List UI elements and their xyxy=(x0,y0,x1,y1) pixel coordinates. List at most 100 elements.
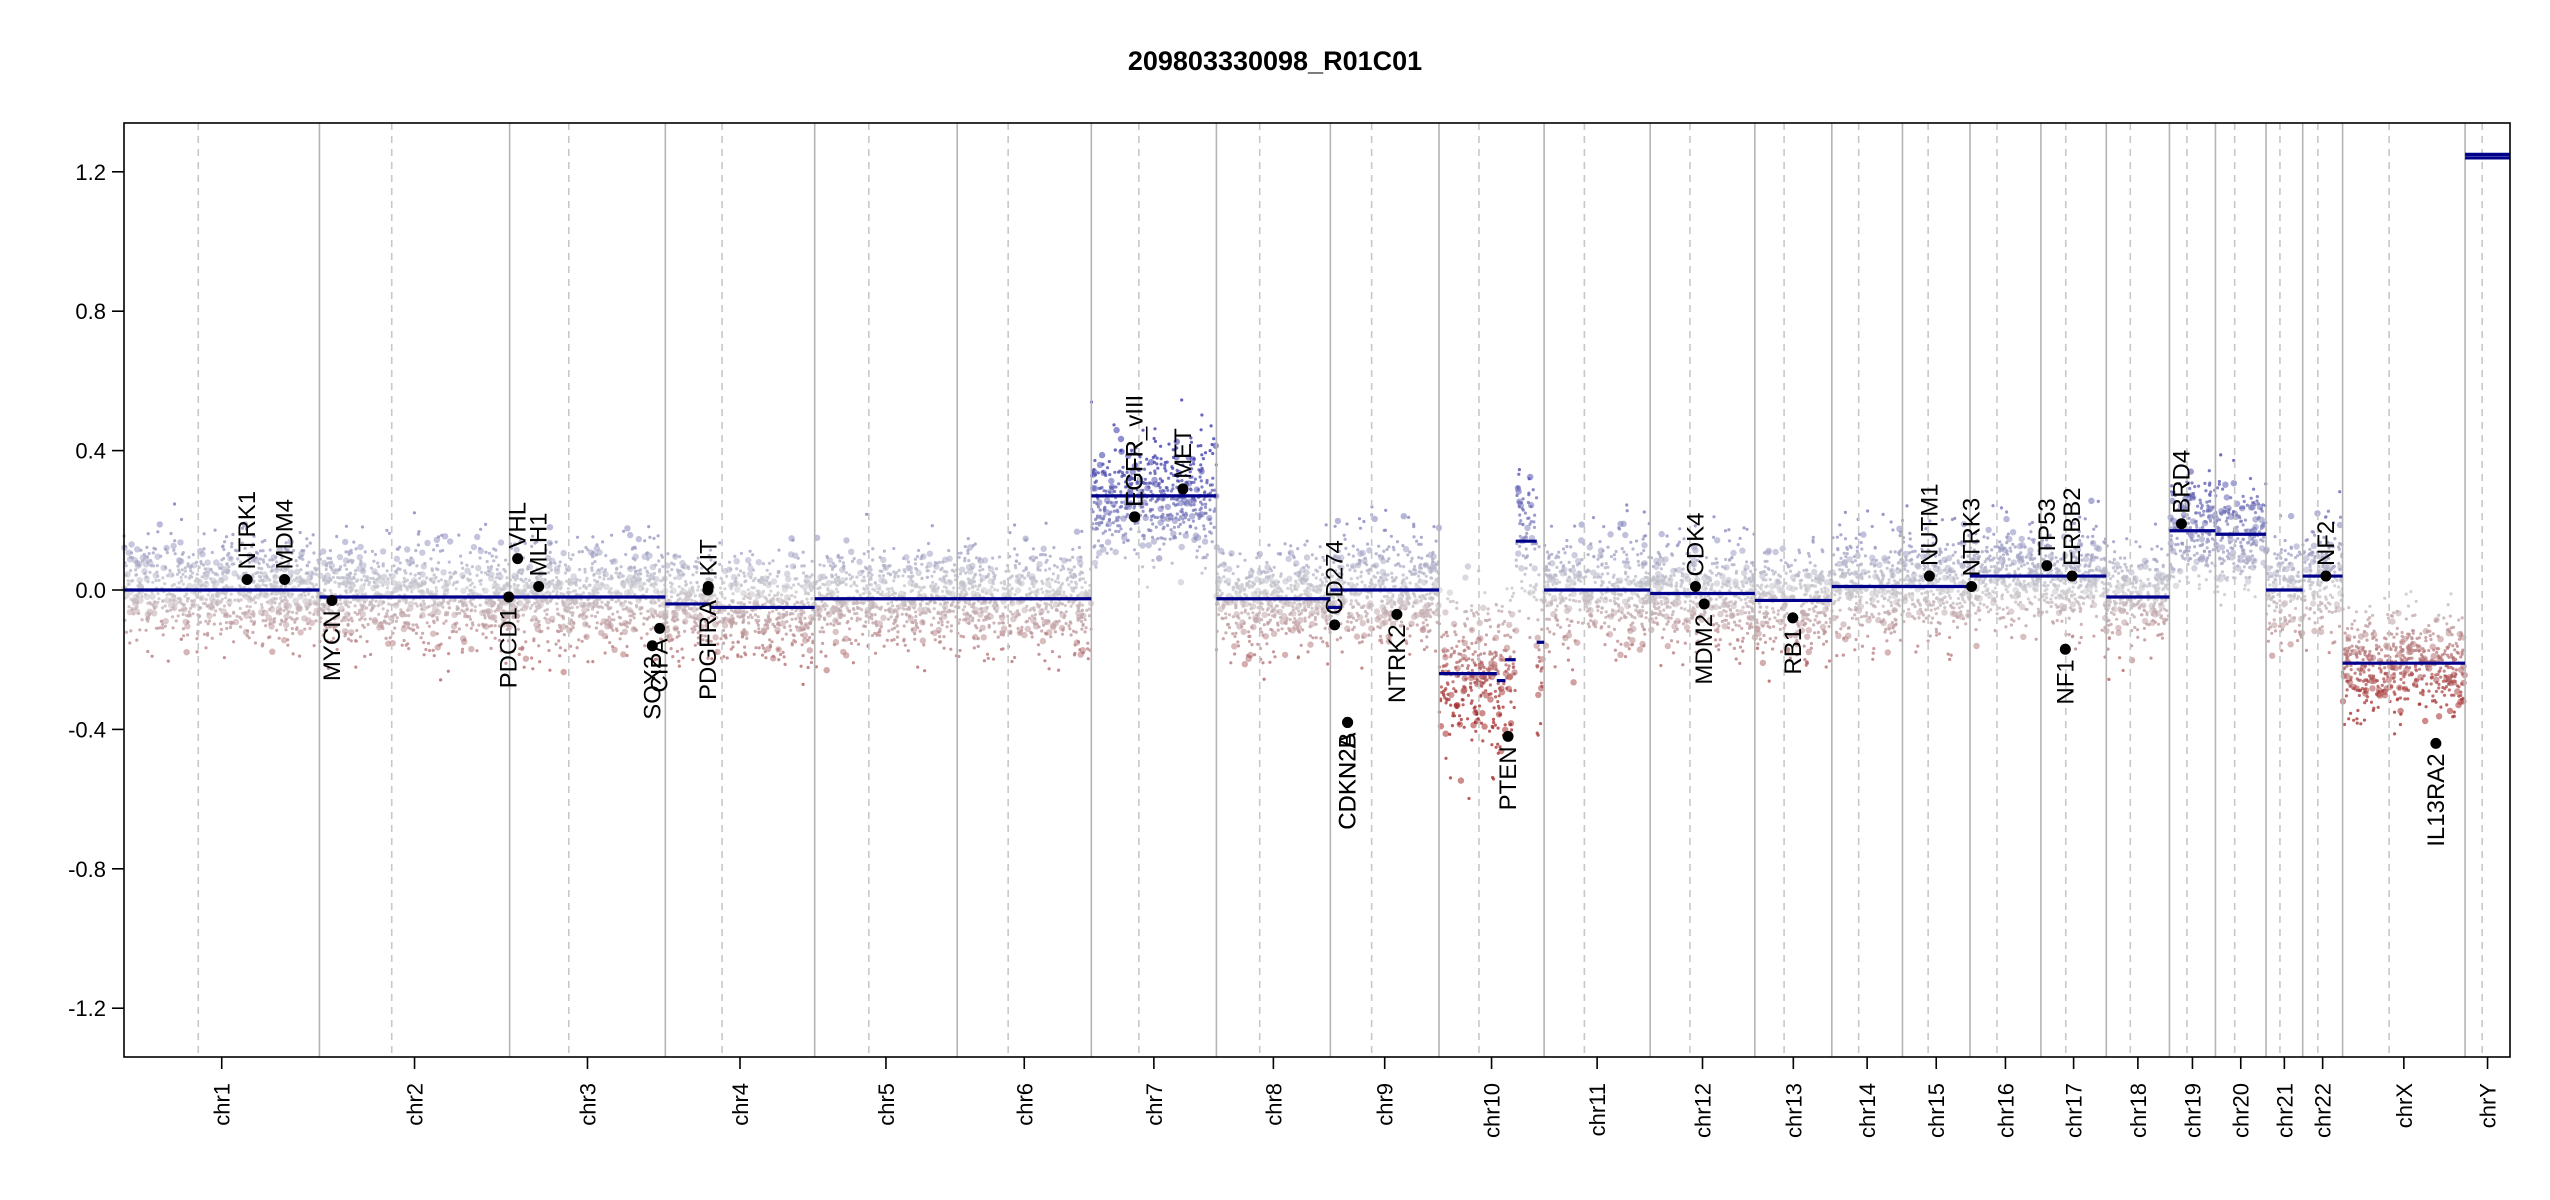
data-point xyxy=(479,527,483,531)
data-point xyxy=(1073,528,1081,535)
data-point xyxy=(348,600,352,604)
data-point xyxy=(1164,503,1172,511)
data-point xyxy=(625,653,629,658)
data-point xyxy=(308,626,312,631)
data-point xyxy=(124,573,128,577)
data-point xyxy=(625,625,629,629)
data-point xyxy=(966,551,970,556)
data-point xyxy=(631,556,635,561)
data-point xyxy=(1200,571,1204,575)
data-point xyxy=(687,566,691,571)
data-point xyxy=(1107,459,1111,464)
data-point xyxy=(794,590,798,594)
data-point xyxy=(617,575,621,579)
data-point xyxy=(401,610,405,614)
data-point xyxy=(1078,578,1082,582)
data-point xyxy=(170,542,177,550)
data-point xyxy=(648,535,652,539)
data-point xyxy=(397,599,401,603)
data-point xyxy=(177,557,184,565)
data-point xyxy=(898,602,905,610)
data-point xyxy=(523,541,527,546)
data-point xyxy=(789,628,793,632)
data-point xyxy=(156,600,160,605)
data-point xyxy=(516,583,520,588)
data-point xyxy=(206,631,210,636)
data-point xyxy=(1015,553,1019,557)
data-point xyxy=(1190,480,1194,485)
data-point xyxy=(145,545,149,550)
data-point xyxy=(610,533,614,537)
data-point xyxy=(561,600,565,604)
data-point xyxy=(1044,560,1048,565)
data-point xyxy=(1019,582,1023,586)
data-point xyxy=(1013,547,1017,551)
data-point xyxy=(212,622,216,626)
data-point xyxy=(710,657,714,661)
data-point xyxy=(240,541,244,545)
data-point xyxy=(327,609,335,616)
data-point xyxy=(268,558,272,562)
data-point xyxy=(163,544,170,552)
data-point xyxy=(1149,489,1153,494)
data-point xyxy=(484,550,488,554)
data-point xyxy=(1185,480,1189,484)
data-point xyxy=(1227,613,1232,617)
data-point xyxy=(946,590,950,595)
data-point xyxy=(1113,426,1120,434)
data-point xyxy=(520,647,524,652)
data-point xyxy=(258,557,262,561)
data-point xyxy=(640,606,644,610)
data-point xyxy=(878,569,882,573)
data-point xyxy=(383,615,387,619)
data-point xyxy=(224,596,228,600)
data-point xyxy=(528,586,533,590)
data-point xyxy=(838,581,843,585)
data-point xyxy=(745,610,749,614)
data-point xyxy=(232,610,236,614)
data-point xyxy=(493,601,497,606)
data-point xyxy=(830,574,835,579)
data-point xyxy=(1028,608,1032,612)
data-point xyxy=(439,578,443,582)
data-point xyxy=(423,561,427,566)
data-point xyxy=(1283,542,1287,546)
data-point xyxy=(893,575,897,579)
data-point xyxy=(1010,574,1014,578)
data-point xyxy=(156,521,163,528)
data-point xyxy=(132,600,139,607)
data-point xyxy=(403,569,407,573)
data-point xyxy=(1200,453,1204,457)
data-point xyxy=(770,640,774,644)
data-point xyxy=(533,609,537,613)
data-point xyxy=(796,612,804,619)
data-point xyxy=(1109,510,1113,514)
data-point xyxy=(921,585,925,590)
data-point xyxy=(490,554,494,558)
data-point xyxy=(598,575,602,579)
data-point xyxy=(1175,512,1179,516)
data-point xyxy=(806,601,810,605)
data-point xyxy=(847,573,852,577)
data-point xyxy=(202,573,210,581)
data-point xyxy=(1185,513,1189,517)
data-point xyxy=(252,622,256,626)
data-point xyxy=(715,616,719,620)
data-point xyxy=(222,656,226,660)
data-point xyxy=(183,594,187,598)
data-point xyxy=(1041,581,1045,586)
data-point xyxy=(1204,502,1208,506)
data-point xyxy=(486,565,490,570)
data-point xyxy=(672,553,679,560)
data-point xyxy=(208,595,216,603)
data-point xyxy=(972,606,980,614)
data-point xyxy=(453,598,457,603)
data-point xyxy=(235,614,239,618)
data-point xyxy=(630,547,634,551)
data-point xyxy=(809,660,814,665)
data-point xyxy=(198,620,202,624)
data-point xyxy=(993,630,997,634)
data-point xyxy=(915,584,919,588)
data-point xyxy=(317,572,324,579)
data-point xyxy=(1234,581,1238,585)
